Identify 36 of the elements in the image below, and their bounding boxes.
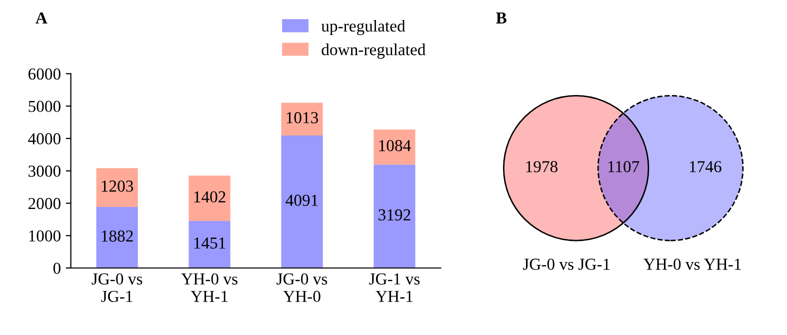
data-label: 1882 [102,230,133,242]
y-tick-label: 0 [53,262,60,274]
category-label: JG-0 vs JG-1 [523,258,610,270]
data-label: 3192 [378,209,410,220]
data-label: 1107 [608,161,640,172]
data-label: 1203 [102,180,134,192]
data-label: 1746 [690,161,722,172]
bar [374,164,416,268]
y-tick-label: 3000 [28,166,60,177]
bar [281,136,323,268]
data-label: 4091 [286,194,318,206]
y-tick-label: 1000 [29,230,60,242]
bar [96,168,138,208]
bar [188,176,230,222]
bar [188,221,230,268]
x-tick-label: JG-0 vs JG-1 [92,273,142,302]
legend-label: up-regulated [321,20,406,36]
data-label: 1978 [526,161,558,172]
x-tick-label: JG-0 vs YH-0 [276,273,328,302]
chart-title: A [36,12,48,24]
data-label: 1402 [194,191,226,202]
bar [281,102,323,136]
bar [374,130,416,165]
data-label: 1451 [194,238,226,249]
x-tick-label: JG-1 vs YH-1 [369,273,420,302]
text: B [496,12,506,24]
y-tick-label: 6000 [28,68,60,80]
y-tick-label: 2000 [28,198,60,210]
x-tick-label: YH-0 vs YH-1 [181,273,238,302]
data-label: 1084 [379,140,411,152]
y-tick-label: 4000 [28,133,60,144]
legend-label: down-regulated [322,44,426,59]
bar [96,207,138,268]
y-tick-label: 5000 [28,100,60,112]
category-label: YH-0 vs YH-1 [644,258,741,270]
data-label: 1013 [286,112,318,124]
